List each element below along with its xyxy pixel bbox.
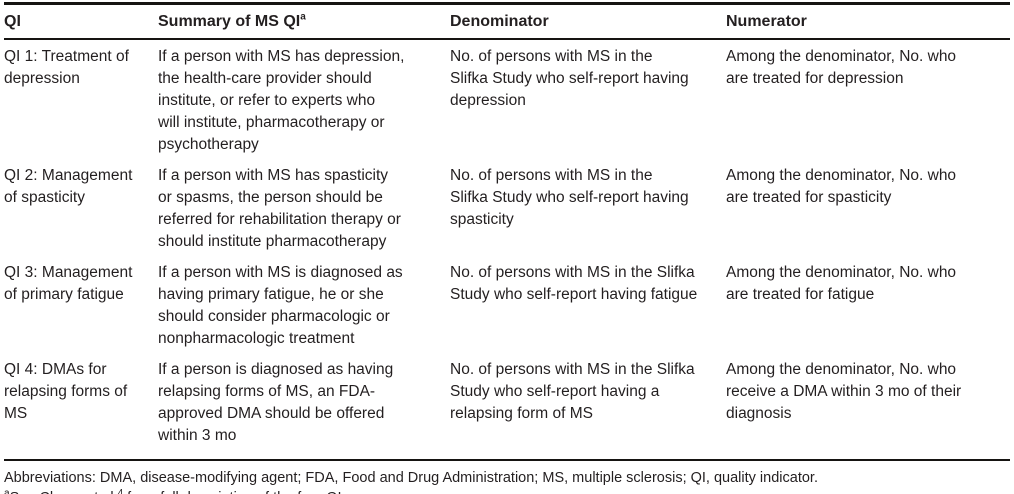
cell-qi3-numerator: Among the denominator, No. who are treat…: [726, 264, 957, 303]
reference-4-marker: 4: [117, 488, 124, 494]
cell-qi2-label: QI 2: Management of spasticity: [4, 167, 133, 206]
col-header-summary: Summary of MS QIa: [158, 3, 450, 40]
col-header-numerator-label: Numerator: [726, 13, 807, 30]
cell-qi4-label: QI 4: DMAs for relapsing forms of MS: [4, 353, 158, 461]
qi-description-note-tail: for a full description of the four QIs.: [123, 490, 353, 494]
header-row: QI Summary of MS QIa Denominator Numerat…: [4, 3, 1010, 40]
table-footnotes: Abbreviations: DMA, disease-modifying ag…: [4, 461, 1010, 494]
table-row-qi2: QI 2: Management of spasticity If a pers…: [4, 159, 1010, 256]
footnote-marker-a: a: [4, 488, 10, 494]
table-row-qi4: QI 4: DMAs for relapsing forms of MS If …: [4, 353, 1010, 461]
col-header-qi-label: QI: [4, 13, 21, 30]
cell-qi1-denominator: No. of persons with MS in the Slifka Stu…: [450, 48, 689, 109]
cell-qi2-denominator: No. of persons with MS in the Slifka Stu…: [450, 167, 689, 228]
cell-qi1-numerator: Among the denominator, No. who are treat…: [726, 48, 957, 87]
qi-table: QI Summary of MS QIa Denominator Numerat…: [4, 2, 1010, 461]
cell-qi3-label: QI 3: Management of primary fatigue: [4, 264, 133, 303]
table-row-qi1: QI 1: Treatment of depression If a perso…: [4, 39, 1010, 159]
cell-qi1-summary: If a person with MS has depression, the …: [158, 48, 405, 153]
cell-qi4-summary: If a person is diagnosed as having relap…: [158, 353, 450, 461]
col-header-summary-label: Summary of MS QI: [158, 13, 301, 30]
cell-qi2-summary: If a person with MS has spasticity or sp…: [158, 167, 401, 250]
col-header-qi: QI: [4, 3, 158, 40]
table-row-qi3: QI 3: Management of primary fatigue If a…: [4, 256, 1010, 353]
col-header-numerator: Numerator: [726, 3, 1010, 40]
col-header-summary-footnote-marker: a: [300, 11, 306, 23]
qi-description-note: aSee Cheng et al.4 for a full descriptio…: [4, 488, 1010, 494]
col-header-denominator-label: Denominator: [450, 13, 549, 30]
cell-qi4-denominator: No. of persons with MS in the Slifka Stu…: [450, 353, 726, 461]
cell-qi2-numerator: Among the denominator, No. who are treat…: [726, 167, 957, 206]
abbreviations-note: Abbreviations: DMA, disease-modifying ag…: [4, 470, 818, 486]
cell-qi3-denominator: No. of persons with MS in the Slifka Stu…: [450, 264, 698, 303]
cell-qi1-label: QI 1: Treatment of depression: [4, 48, 129, 87]
qi-description-note-text: See Cheng et al.: [10, 490, 118, 494]
cell-qi3-summary: If a person with MS is diagnosed as havi…: [158, 264, 403, 347]
cell-qi4-numerator: Among the denominator, No. who receive a…: [726, 353, 1010, 461]
col-header-denominator: Denominator: [450, 3, 726, 40]
